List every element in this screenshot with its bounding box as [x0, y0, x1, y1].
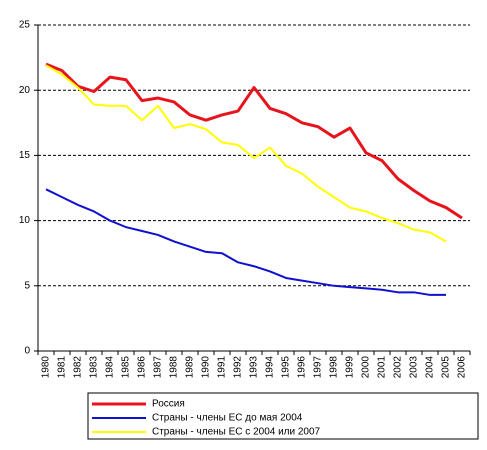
- x-tick-label: 1988: [169, 356, 180, 379]
- x-tick-label: 1980: [41, 356, 52, 379]
- x-tick-label: 1983: [89, 356, 100, 379]
- x-tick-label: 2004: [425, 356, 436, 379]
- x-tick-label: 1993: [249, 356, 260, 379]
- x-tick-label: 1990: [201, 356, 212, 379]
- x-tick-label: 1986: [137, 356, 148, 379]
- line-series: [45, 62, 463, 220]
- x-tick-label: 1991: [217, 356, 228, 379]
- x-tick-label: 2005: [441, 356, 452, 379]
- x-tick-label: 1982: [73, 356, 84, 379]
- y-tick-label: 5: [24, 280, 30, 291]
- x-tick-label: 1989: [185, 356, 196, 379]
- x-tick-label: 2003: [409, 356, 420, 379]
- x-tick-label: 1987: [153, 356, 164, 379]
- x-tick-label: 1984: [105, 356, 116, 379]
- x-tick-label: 2000: [361, 356, 372, 379]
- y-tick-label: 15: [19, 150, 31, 161]
- line-series: [45, 64, 447, 243]
- legend-label: Россия: [152, 399, 185, 410]
- x-tick-label: 2006: [457, 356, 468, 379]
- x-tick-label: 1998: [329, 356, 340, 379]
- y-tick-label: 20: [19, 85, 31, 96]
- legend-label: Страны - члены ЕС до мая 2004: [152, 413, 303, 424]
- x-tick-label: 1996: [297, 356, 308, 379]
- y-tick-label: 25: [19, 20, 31, 31]
- x-tick-label: 1992: [233, 356, 244, 379]
- y-tick-label: 10: [19, 215, 31, 226]
- line-series: [45, 188, 446, 296]
- x-tick-label: 1995: [281, 356, 292, 379]
- x-tick-label: 1994: [265, 356, 276, 379]
- legend-label: Страны - члены ЕС с 2004 или 2007: [152, 427, 321, 438]
- y-tick-label: 0: [24, 346, 30, 357]
- x-tick-label: 2002: [393, 356, 404, 379]
- x-tick-label: 1981: [57, 356, 68, 379]
- x-tick-label: 1985: [121, 356, 132, 379]
- x-tick-label: 2001: [377, 356, 388, 379]
- x-tick-label: 1997: [313, 356, 324, 379]
- x-tick-label: 1999: [345, 356, 356, 379]
- legend-box: [87, 392, 479, 440]
